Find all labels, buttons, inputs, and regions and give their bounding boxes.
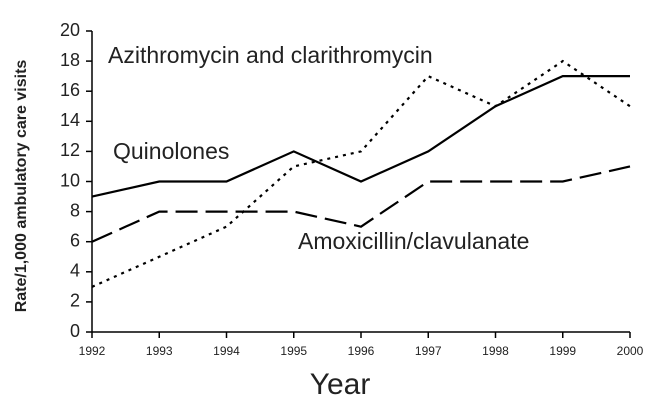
y-tick-label: 18 bbox=[60, 50, 80, 70]
x-tick-label: 1995 bbox=[280, 344, 307, 358]
series-label: Quinolones bbox=[113, 138, 229, 164]
y-tick-label: 12 bbox=[60, 140, 80, 160]
y-tick-label: 20 bbox=[60, 20, 80, 40]
x-tick-label: 1999 bbox=[549, 344, 576, 358]
x-tick-label: 1996 bbox=[348, 344, 375, 358]
series-label: Amoxicillin/clavulanate bbox=[298, 228, 529, 254]
y-axis-label: Rate/1,000 ambulatory care visits bbox=[13, 60, 30, 313]
y-tick-label: 10 bbox=[60, 170, 80, 190]
y-tick-label: 8 bbox=[70, 200, 80, 220]
y-tick-label: 6 bbox=[70, 230, 80, 250]
series-label: Azithromycin and clarithromycin bbox=[108, 42, 433, 68]
x-axis-label: Year bbox=[310, 368, 371, 401]
x-tick-label: 1994 bbox=[213, 344, 240, 358]
x-tick-label: 1992 bbox=[79, 344, 106, 358]
series-line bbox=[91, 75, 630, 198]
y-tick-label: 2 bbox=[70, 291, 80, 311]
x-tick-label: 1993 bbox=[146, 344, 173, 358]
series-line bbox=[91, 165, 631, 243]
y-tick-label: 14 bbox=[60, 110, 80, 130]
y-tick-label: 4 bbox=[70, 261, 80, 281]
y-tick-label: 0 bbox=[70, 321, 80, 341]
series-line bbox=[91, 59, 631, 288]
x-tick-label: 1998 bbox=[482, 344, 509, 358]
y-tick-label: 16 bbox=[60, 80, 80, 100]
x-tick-label: 2000 bbox=[617, 344, 644, 358]
x-tick-label: 1997 bbox=[415, 344, 442, 358]
